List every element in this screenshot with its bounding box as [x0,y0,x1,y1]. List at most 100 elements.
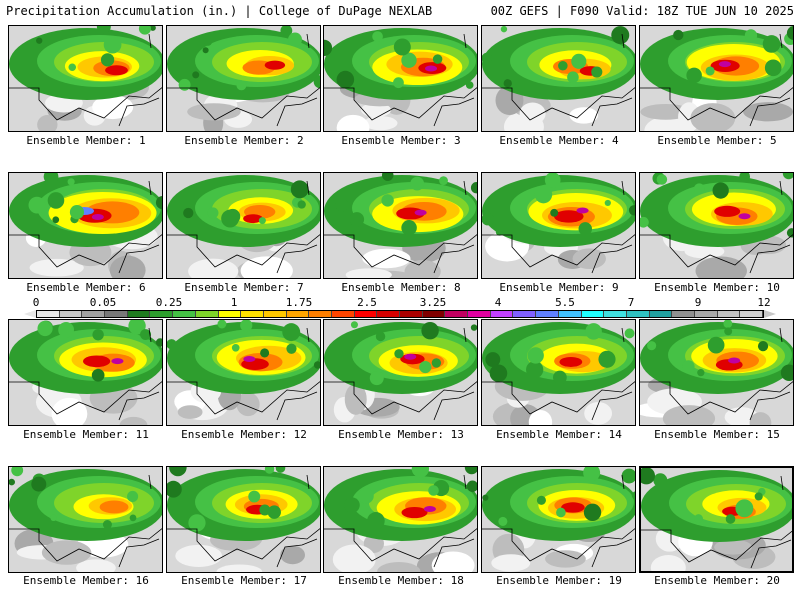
border-line [482,87,635,121]
precip-cell [43,173,59,184]
precip-cell [336,70,355,89]
dry-area [528,409,553,425]
border-line [118,391,160,421]
precip-cell [207,207,219,219]
precip-cell [697,369,705,377]
precip-cell [248,490,261,503]
colorbar-swatch [173,311,196,317]
colorbar-swatch [105,311,128,317]
precip-cell [591,66,603,78]
precip-cell [482,52,493,64]
precip-cell [640,216,649,228]
border-line [433,391,475,421]
colorbar-swatch [740,311,763,317]
precip-cell [611,26,630,45]
precip-cell [401,220,417,236]
precip-field-map [167,26,320,131]
border-line [167,234,320,268]
precip-cell [786,26,793,41]
dry-area [188,258,239,278]
precip-cell [31,476,47,492]
precip-cell [432,54,443,64]
precip-cell [393,38,411,56]
precip-cell [411,467,430,478]
dry-area [362,248,411,269]
precip-colorbar: 0 0.05 0.25 1 1.75 2.5 3.25 4 5.5 7 9 12 [0,296,800,324]
precip-cell [28,196,46,214]
precip-cell [757,340,769,352]
precip-cell [92,329,104,341]
precip-cell [724,327,733,336]
precip-cell [464,467,477,475]
ensemble-member-panel [323,25,478,132]
precip-cell [217,320,227,329]
precip-cell [598,350,616,368]
precip-cell [290,180,309,199]
precip-cell [47,192,65,209]
ensemble-member-label: Ensemble Member: 4 [499,134,619,147]
precip-cell [155,338,162,347]
border-line [306,180,310,196]
colorbar-swatch [672,311,695,317]
colorbar-swatch [536,311,559,317]
border-line [433,244,475,274]
precip-cell [723,320,733,328]
precip-cell [431,358,442,368]
border-line [306,327,310,343]
colorbar-swatch [82,311,106,317]
precip-cell [313,361,320,369]
border-line [640,381,793,415]
precip-cell [526,361,544,379]
colorbar-swatch [400,311,423,317]
precip-cell [712,182,729,199]
precip-contour [243,355,256,362]
ensemble-member-label: Ensemble Member: 16 [23,574,149,587]
ensemble-member-label: Ensemble Member: 19 [496,574,622,587]
border-line [750,539,792,569]
colorbar-swatch [286,311,310,317]
precip-cell [485,352,501,367]
colorbar-swatch [445,311,469,317]
dry-area [177,405,203,419]
border-line [433,538,475,568]
colorbar-swatch [127,311,151,317]
dry-area [491,554,531,572]
colorbar-tick-label: 12 [757,296,771,309]
dry-area [187,103,241,121]
border-line [118,244,160,274]
colorbar-swatch [604,311,627,317]
precip-cell [571,53,587,69]
precip-field-map [167,173,320,278]
precip-field-map [482,467,635,572]
precip-field-map [9,26,162,131]
colorbar-tick-label: 3.25 [419,296,447,309]
precip-cell [489,364,508,383]
dry-area [662,405,716,425]
ensemble-member-panel [8,319,163,426]
precip-cell [527,347,544,364]
precip-cell [369,371,384,386]
dry-area [377,561,421,572]
ensemble-member-panel [639,319,794,426]
border-line [779,180,783,196]
precip-cell [96,26,111,34]
precip-cell [578,222,592,236]
border-line [463,33,467,49]
precip-cell [313,75,320,89]
precip-field-map [482,26,635,131]
precip-contour [553,210,584,223]
precip-cell [236,80,247,91]
precip-cell [202,47,209,54]
colorbar-tick-label: 7 [627,296,635,309]
colorbar-tick-label: 1 [230,296,238,309]
precip-cell [192,71,200,79]
precip-cell [735,499,754,518]
border-line [148,474,152,490]
precip-cell [686,67,702,84]
precip-cell [536,495,546,505]
ensemble-member-panel [481,466,636,573]
precip-contour [714,205,741,217]
precip-cell [780,364,793,381]
precip-cell [169,467,187,477]
precip-cell [725,514,736,524]
